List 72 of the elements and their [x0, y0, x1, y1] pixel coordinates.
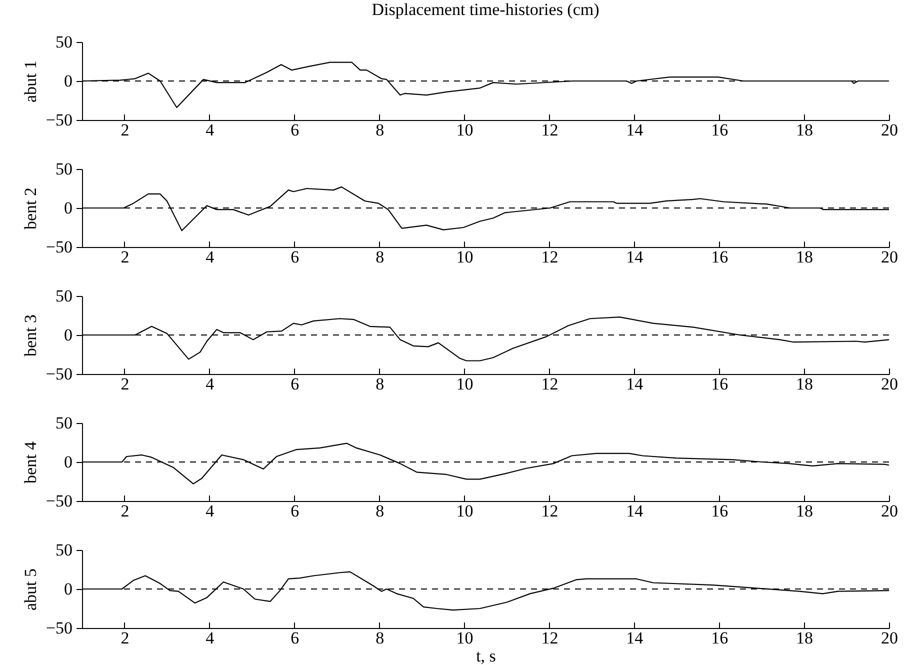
- y-tick-label: 50: [56, 414, 72, 432]
- x-tick-label: 20: [881, 628, 898, 648]
- y-tick-label: −50: [46, 618, 72, 638]
- y-axis-title: bent 2: [20, 187, 40, 230]
- x-tick-label: 8: [376, 248, 384, 266]
- x-tick-label: 8: [376, 502, 384, 520]
- y-axis-title: abut 5: [20, 568, 40, 611]
- x-tick-label: 20: [881, 248, 898, 266]
- x-tick-label: 8: [376, 120, 384, 140]
- x-tick-label: 14: [626, 628, 644, 648]
- x-tick-label: 18: [796, 248, 814, 266]
- y-tick-label: −50: [46, 364, 72, 384]
- x-tick-label: 8: [376, 374, 384, 394]
- x-tick-label: 10: [456, 502, 474, 520]
- x-tick-label: 10: [456, 120, 474, 140]
- x-tick-label: 4: [206, 502, 215, 520]
- x-tick-label: 2: [120, 120, 130, 140]
- y-tick-label: −50: [46, 238, 72, 256]
- y-tick-label: −50: [46, 110, 72, 130]
- x-tick-label: 18: [796, 628, 814, 648]
- y-tick-label: 0: [64, 198, 72, 218]
- x-tick-label: 10: [456, 628, 474, 648]
- y-axis-title: bent 4: [20, 440, 40, 484]
- x-tick-label: 2: [120, 374, 130, 394]
- x-tick-label: 14: [626, 120, 644, 140]
- y-tick-label: 0: [64, 326, 72, 344]
- x-tick-label: 6: [290, 502, 300, 520]
- y-tick-label: 0: [64, 580, 72, 598]
- x-axis-title: t, s: [476, 646, 496, 665]
- x-tick-label: 12: [541, 120, 558, 140]
- x-tick-label: 20: [881, 502, 898, 520]
- y-tick-label: 50: [56, 540, 72, 560]
- x-tick-label: 4: [206, 120, 215, 140]
- x-tick-label: 12: [541, 502, 558, 520]
- x-tick-label: 12: [541, 628, 558, 648]
- y-tick-label: 50: [56, 286, 72, 306]
- x-tick-label: 2: [120, 628, 130, 648]
- x-tick-label: 4: [206, 248, 215, 266]
- y-tick-label: 50: [56, 32, 72, 52]
- x-tick-label: 4: [206, 374, 215, 394]
- y-tick-label: −50: [46, 492, 72, 510]
- x-tick-label: 4: [206, 628, 215, 648]
- x-tick-label: 18: [796, 120, 814, 140]
- x-tick-label: 8: [376, 628, 384, 648]
- x-tick-label: 10: [456, 248, 474, 266]
- x-tick-label: 14: [626, 248, 644, 266]
- x-tick-label: 6: [290, 374, 300, 394]
- x-tick-label: 6: [290, 248, 300, 266]
- x-tick-label: 16: [711, 502, 728, 520]
- y-axis-title: abut 1: [20, 60, 40, 103]
- x-tick-label: 20: [881, 374, 898, 394]
- x-tick-label: 20: [881, 120, 898, 140]
- chart-title: Displacement time-histories (cm): [372, 0, 600, 19]
- x-tick-label: 16: [711, 374, 728, 394]
- x-tick-label: 18: [796, 374, 814, 394]
- x-tick-label: 18: [796, 502, 814, 520]
- x-tick-label: 14: [626, 502, 644, 520]
- x-tick-label: 16: [711, 248, 728, 266]
- x-tick-label: 10: [456, 374, 474, 394]
- y-tick-label: 0: [64, 452, 72, 472]
- x-tick-label: 6: [290, 120, 300, 140]
- x-tick-label: 14: [626, 374, 644, 394]
- y-tick-label: 0: [64, 72, 72, 90]
- x-tick-label: 16: [711, 120, 728, 140]
- x-tick-label: 6: [290, 628, 300, 648]
- x-tick-label: 12: [541, 248, 558, 266]
- x-tick-label: 2: [120, 502, 130, 520]
- y-tick-label: 50: [56, 160, 72, 178]
- x-tick-label: 2: [120, 248, 130, 266]
- x-tick-label: 12: [541, 374, 558, 394]
- x-tick-label: 16: [711, 628, 728, 648]
- y-axis-title: bent 3: [20, 314, 40, 357]
